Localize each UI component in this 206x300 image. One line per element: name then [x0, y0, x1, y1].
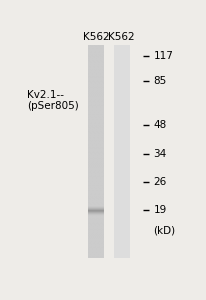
Text: 19: 19: [153, 206, 167, 215]
Text: 48: 48: [153, 120, 167, 130]
Text: K562: K562: [108, 32, 135, 42]
Text: 26: 26: [153, 176, 167, 187]
Text: K562: K562: [83, 32, 109, 42]
Text: (kD): (kD): [153, 225, 176, 235]
Text: 34: 34: [153, 149, 167, 159]
Text: 85: 85: [153, 76, 167, 86]
Text: Kv2.1--: Kv2.1--: [27, 90, 64, 100]
Text: 117: 117: [153, 51, 173, 61]
Text: (pSer805): (pSer805): [27, 101, 79, 112]
